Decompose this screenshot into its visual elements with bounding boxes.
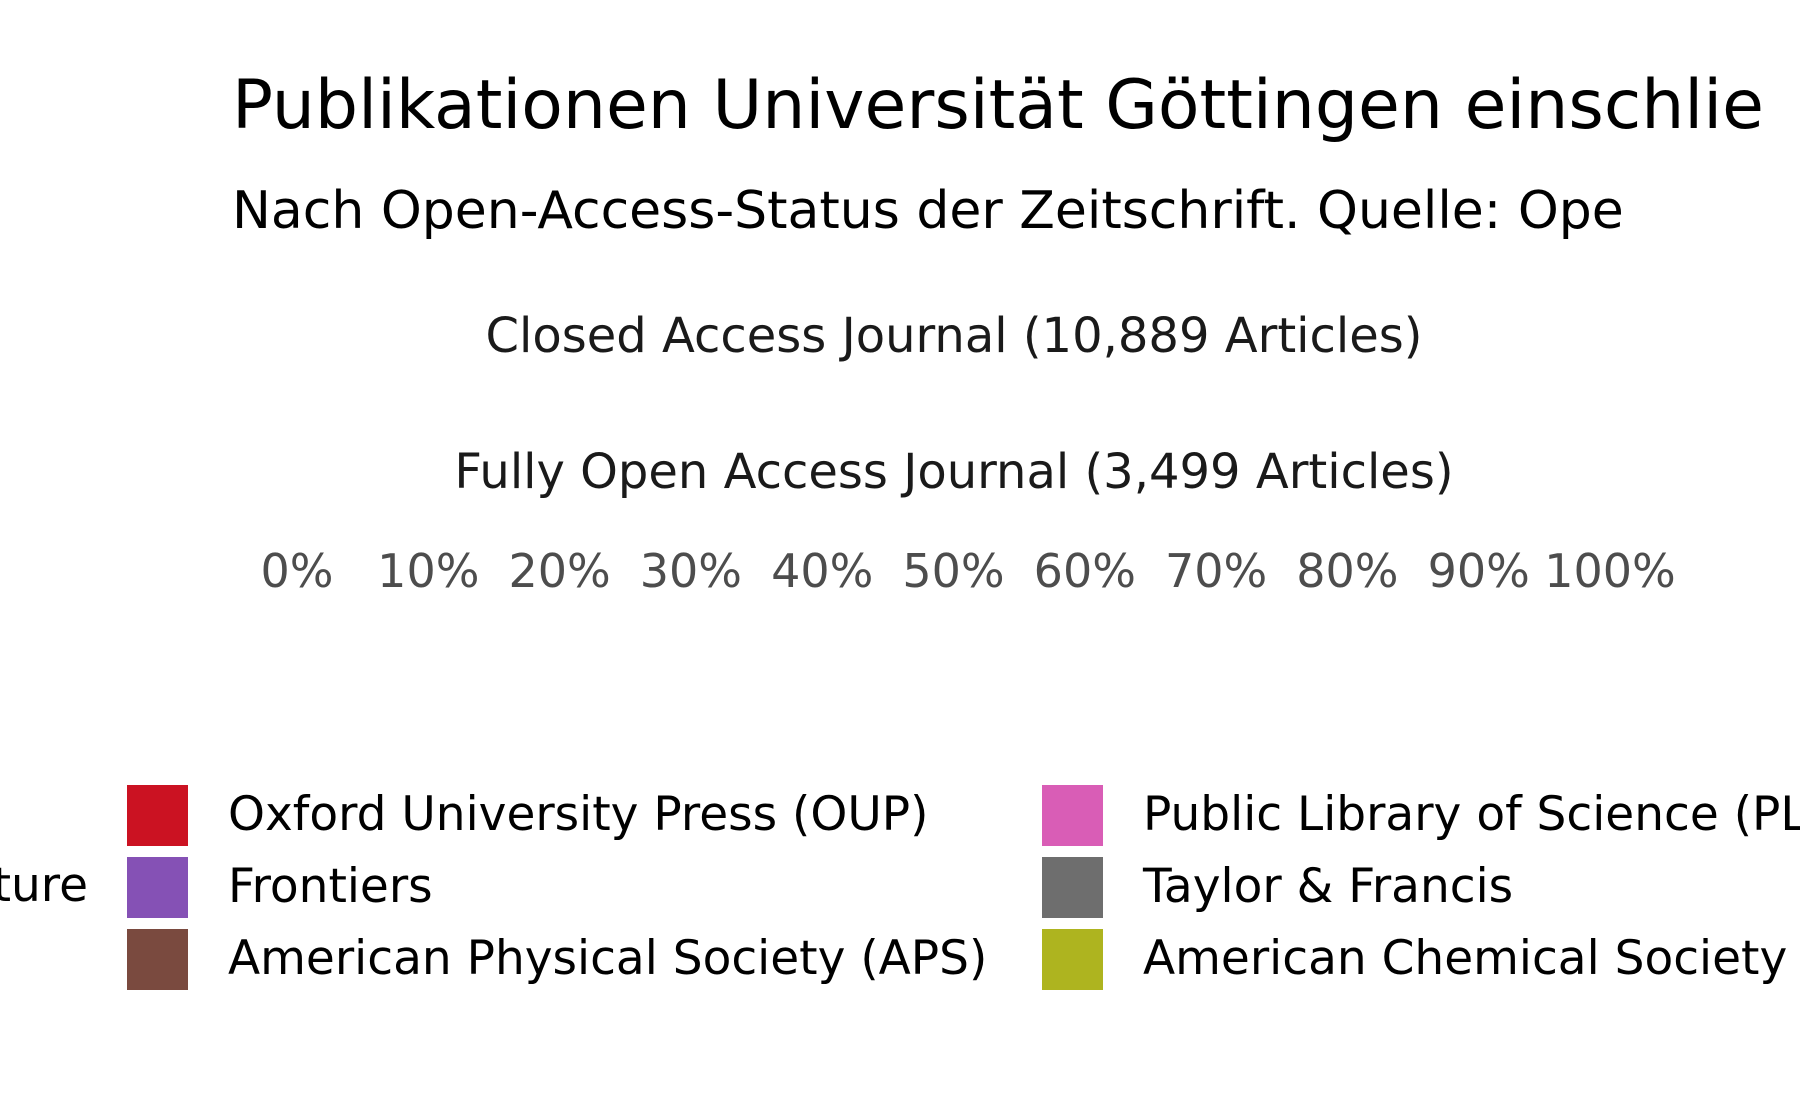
facet-label-closed-access: Closed Access Journal (10,889 Articles) [485, 308, 1423, 364]
chart-title: Publikationen Universität Göttingen eins… [232, 66, 1764, 145]
x-tick-label: 80% [1296, 544, 1399, 598]
x-tick-label: 20% [508, 544, 611, 598]
legend-label: American Chemical Society [1143, 931, 1788, 986]
x-tick-label: 70% [1164, 544, 1268, 598]
chart-subtitle: Nach Open-Access-Status der Zeitschrift.… [232, 181, 1624, 241]
x-tick-label: 0% [260, 544, 334, 598]
legend-key [127, 857, 188, 918]
x-tick-label: 50% [902, 544, 1005, 598]
x-tick-label: 100% [1544, 544, 1676, 598]
x-tick-label: 90% [1427, 544, 1530, 598]
legend-key [1042, 785, 1103, 846]
legend-key [127, 929, 188, 990]
legend-label: American Physical Society (APS) [228, 931, 988, 986]
legend-key [1042, 929, 1103, 990]
legend-label: Public Library of Science (PL [1143, 787, 1800, 842]
legend-label: Oxford University Press (OUP) [228, 787, 929, 842]
legend-key [1042, 857, 1103, 918]
legend-label: Frontiers [228, 859, 433, 914]
legend-title: ture [0, 858, 88, 913]
legend-label: Taylor & Francis [1143, 859, 1514, 914]
x-tick-label: 60% [1033, 544, 1136, 598]
legend-key [127, 785, 188, 846]
x-tick-label: 30% [639, 544, 743, 598]
facet-label-fully-open-access: Fully Open Access Journal (3,499 Article… [454, 444, 1454, 500]
x-tick-label: 40% [771, 544, 874, 598]
x-tick-label: 10% [377, 544, 480, 598]
